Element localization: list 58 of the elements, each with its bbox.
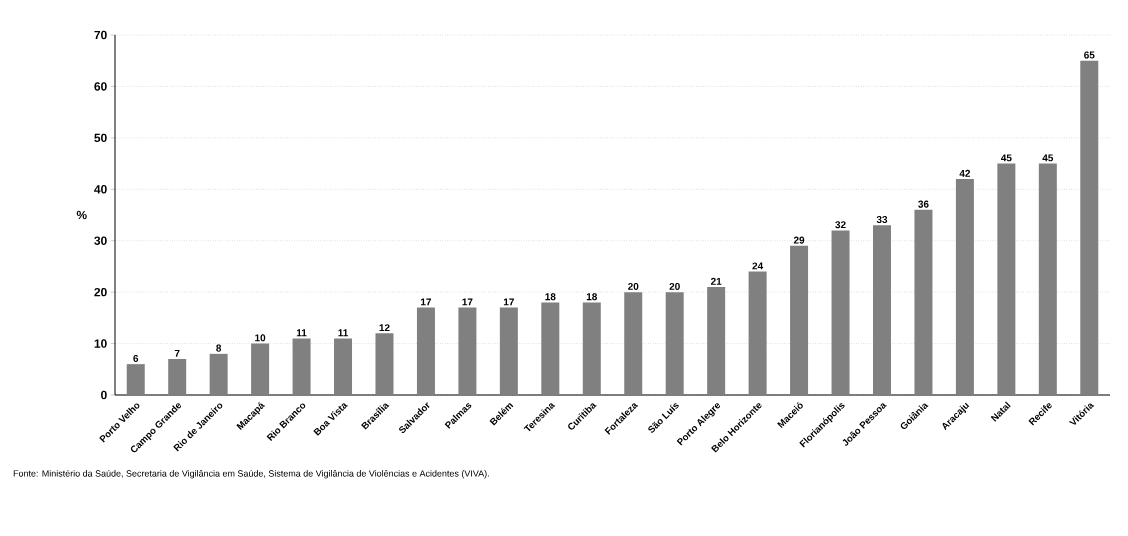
y-tick-label: 70 [94, 30, 107, 40]
bar [665, 292, 684, 395]
bar [168, 359, 187, 395]
data-label: 32 [835, 221, 846, 229]
source-note: Fonte: Ministério da Saúde, Secretaria de Vigilância em Saúde, Sistema de Vigilância de Violências e Acidentes (VIVA). [13, 469, 489, 479]
bar [251, 343, 270, 395]
data-label: 17 [462, 298, 473, 306]
y-tick-label: 20 [94, 287, 107, 297]
bar [997, 163, 1016, 395]
bar [914, 209, 933, 395]
data-label: 12 [379, 324, 390, 332]
bar [375, 333, 394, 395]
bar [955, 179, 974, 395]
bar [458, 307, 477, 395]
data-label: 11 [338, 329, 349, 337]
data-label: 18 [545, 293, 556, 301]
data-label: 10 [255, 334, 266, 342]
y-tick-label: 10 [94, 339, 107, 348]
bar [1080, 60, 1099, 395]
bar [707, 287, 726, 395]
y-tick-label: 60 [94, 82, 107, 91]
bar [1038, 163, 1057, 395]
data-label: 42 [959, 169, 971, 177]
bar [624, 292, 643, 395]
bar [499, 307, 518, 395]
data-label: 17 [503, 298, 514, 306]
y-tick-label: 0 [101, 390, 107, 400]
data-label: 45 [1042, 154, 1054, 162]
data-label: 11 [296, 329, 307, 337]
y-tick-label: 50 [94, 133, 107, 143]
bar [541, 302, 560, 395]
bar [209, 353, 228, 395]
data-label: 20 [628, 282, 639, 290]
data-label: 8 [216, 344, 222, 352]
data-label: 36 [918, 200, 929, 208]
data-label: 17 [421, 298, 432, 306]
data-label: 45 [1000, 154, 1012, 162]
y-tick-label: 40 [94, 185, 107, 194]
bar [748, 271, 767, 395]
data-label: 7 [174, 349, 180, 357]
bar [790, 245, 809, 395]
data-label: 24 [752, 262, 764, 270]
data-label: 33 [876, 216, 888, 224]
data-label: 65 [1084, 51, 1095, 59]
bar [416, 307, 435, 395]
data-label: 20 [669, 282, 680, 290]
bar [582, 302, 601, 395]
bar [872, 225, 891, 395]
y-axis-title: % [76, 210, 87, 220]
data-label: 29 [793, 236, 805, 244]
bar [334, 338, 353, 395]
data-label: 6 [133, 354, 139, 362]
data-label: 18 [586, 293, 598, 301]
y-tick-label: 30 [94, 236, 107, 245]
data-label: 21 [710, 277, 722, 285]
bar [831, 230, 850, 395]
bar [292, 338, 311, 395]
bar [126, 364, 145, 395]
